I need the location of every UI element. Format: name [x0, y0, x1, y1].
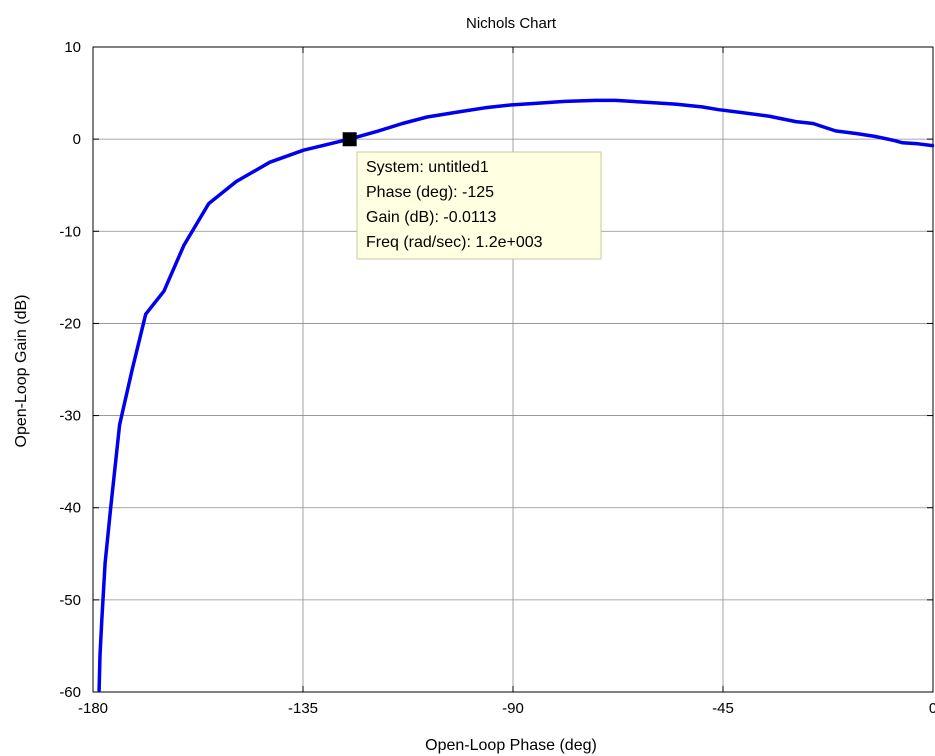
datatip-box [356, 151, 602, 260]
x-tick-label: -135 [288, 700, 318, 717]
y-tick-label: 0 [73, 131, 81, 148]
y-tick-label: -40 [59, 500, 81, 517]
datatip-frequency: Freq (rad/sec): 1.2e+003 [366, 234, 543, 251]
marker-layer [342, 132, 357, 147]
series-layer [97, 98, 935, 692]
x-axis-label: Open-Loop Phase (deg) [425, 737, 597, 754]
x-tick-label: -90 [502, 700, 524, 717]
x-tick-label: -45 [712, 700, 734, 717]
series-line [97, 98, 935, 692]
y-tick-label: 10 [64, 39, 81, 56]
y-tick-label: -30 [59, 408, 81, 425]
x-tick-label: -180 [78, 700, 108, 717]
datatip-phase: Phase (deg): -125 [366, 184, 494, 201]
y-tick-label: -20 [59, 315, 81, 332]
datatip[interactable]: System: untitled1 Phase (deg): -125 Gain… [356, 151, 602, 260]
datatip-gain: Gain (dB): -0.0113 [366, 209, 497, 226]
datatip-system: System: untitled1 [366, 159, 489, 176]
x-tick-label: 0 [929, 700, 935, 717]
datatip-marker[interactable] [342, 132, 357, 147]
chart-title: Nichols Chart [466, 15, 557, 32]
y-tick-label: -10 [59, 223, 81, 240]
y-tick-label: -60 [59, 684, 81, 701]
y-axis-label: Open-Loop Gain (dB) [13, 295, 30, 448]
axis-ticks: -180 -135 -90 -45 0 10 0 -10 -20 -30 -40 -50 -60 [59, 39, 935, 717]
y-tick-label: -50 [59, 592, 81, 609]
